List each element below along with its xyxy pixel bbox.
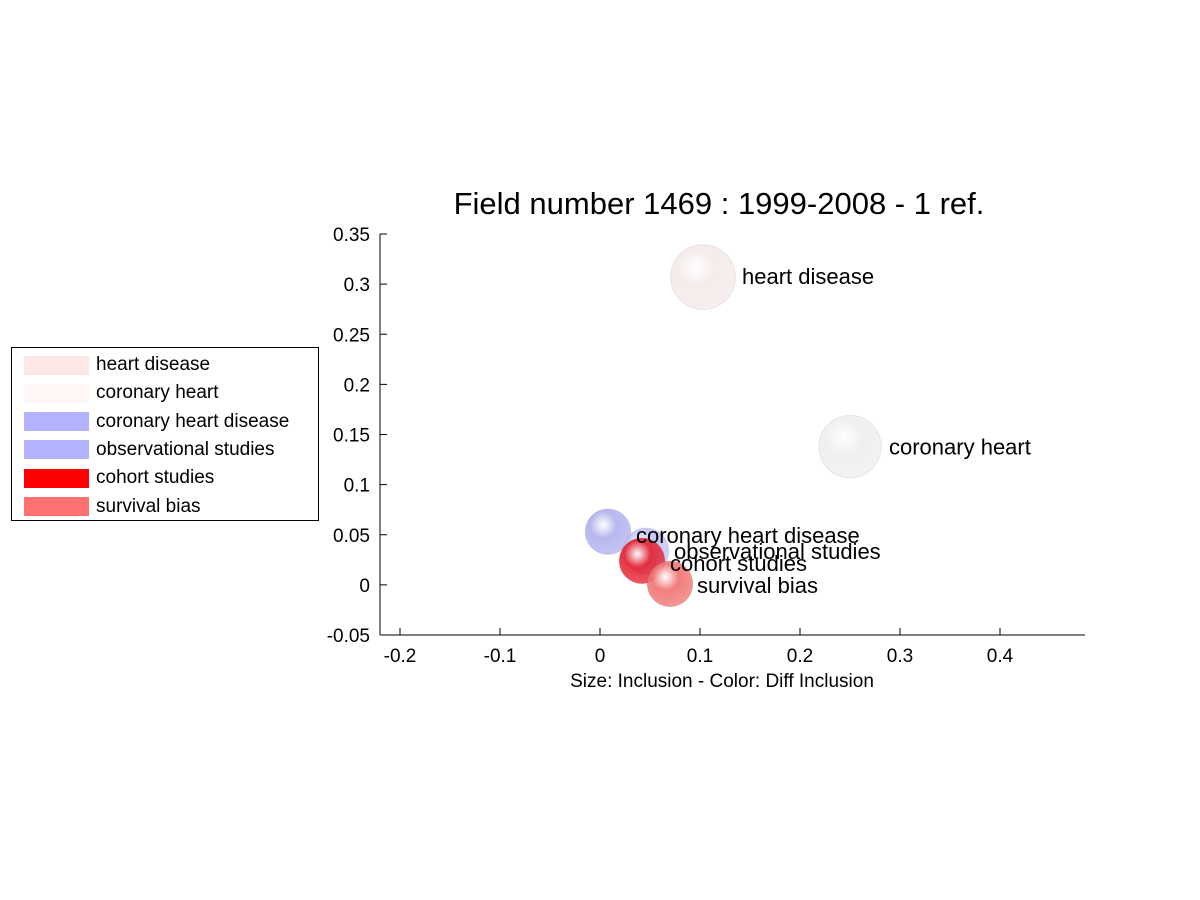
x-tick-label: 0.3 — [887, 646, 913, 667]
y-tick-label: 0 — [359, 576, 370, 597]
x-tick-label: 0.2 — [787, 646, 813, 667]
bubbles-layer — [584, 244, 882, 608]
point-label: coronary heart disease — [636, 523, 860, 548]
y-tick-label: 0.25 — [333, 325, 370, 346]
bubble-point — [646, 560, 694, 608]
x-tick-label: 0.1 — [687, 646, 713, 667]
y-tick-label: 0.15 — [333, 426, 370, 447]
legend-entry: coronary heart disease — [24, 411, 289, 433]
chart-title: Field number 1469 : 1999-2008 - 1 ref. — [454, 186, 985, 221]
legend-entry: coronary heart — [24, 382, 219, 404]
x-tick-label: -0.2 — [384, 646, 417, 667]
point-label: coronary heart — [889, 435, 1031, 460]
point-labels-layer: heart disease coronary heart coronary hear… — [636, 264, 1031, 598]
legend-label: survival bias — [96, 495, 201, 517]
legend-entry: cohort studies — [24, 467, 214, 489]
legend: heart disease coronary heart coronary hear… — [11, 347, 319, 521]
legend-label: coronary heart — [96, 382, 219, 404]
y-tick-label: 0.1 — [344, 476, 370, 497]
legend-swatch — [24, 383, 89, 403]
y-tick-label: 0.2 — [344, 375, 370, 396]
point-label: cohort studies — [670, 551, 807, 576]
y-ticks: -0.05 0 0.05 0.1 0.15 0.2 0.25 0.3 0.35 — [327, 225, 387, 647]
point-label: observational studies — [674, 539, 881, 564]
bubble-point — [818, 414, 882, 479]
legend-swatch — [24, 412, 89, 432]
y-tick-label: 0.3 — [344, 275, 370, 296]
legend-label: cohort studies — [96, 467, 215, 489]
point-label: heart disease — [742, 264, 874, 289]
legend-label: coronary heart disease — [96, 410, 290, 432]
legend-label: heart disease — [96, 354, 211, 375]
legend-entry: observational studies — [24, 439, 275, 461]
x-ticks: -0.2 -0.1 0 0.1 0.2 0.3 0.4 — [384, 628, 1014, 667]
legend-entry: heart disease — [24, 354, 210, 376]
legend-swatch — [24, 440, 89, 460]
legend-entry: survival bias — [24, 496, 201, 518]
x-tick-label: -0.1 — [484, 646, 517, 667]
y-tick-label: 0.35 — [333, 225, 370, 246]
bubble-point — [584, 508, 632, 556]
x-tick-label: 0.4 — [987, 646, 1014, 667]
point-label: survival bias — [697, 573, 818, 598]
bubble-point — [670, 244, 736, 311]
y-tick-label: 0.05 — [333, 526, 370, 547]
legend-label: observational studies — [96, 438, 275, 460]
legend-swatch — [24, 497, 89, 516]
y-tick-label: -0.05 — [327, 626, 370, 647]
legend-swatch — [24, 355, 89, 375]
x-axis-label: Size: Inclusion - Color: Diff Inclusion — [570, 671, 874, 692]
x-tick-label: 0 — [595, 646, 606, 667]
legend-swatch — [24, 468, 89, 488]
